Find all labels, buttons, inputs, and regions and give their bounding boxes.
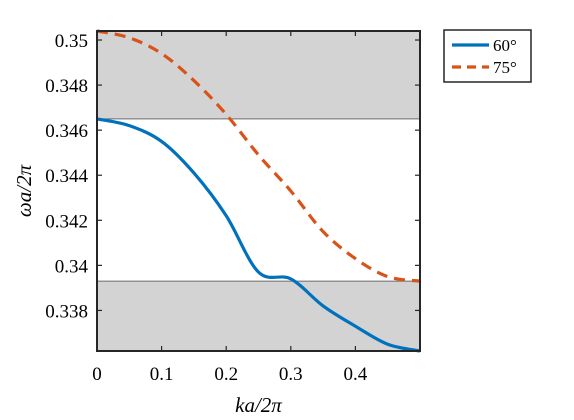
legend-box (443, 29, 532, 83)
series-line-1 (96, 29, 421, 283)
x-axis-ticks: 0 0.1 0.2 0.3 0.4 (92, 31, 368, 385)
x-tick-label: 0.4 (344, 364, 368, 385)
y-axis-label: ωa/2π (12, 164, 36, 217)
y-tick-label: 0.34 (55, 256, 89, 277)
legend-label: 60° (493, 36, 517, 55)
shaded-band-0 (96, 30, 421, 120)
y-tick-label: 0.344 (45, 166, 88, 187)
x-tick-label: 0.1 (150, 364, 174, 385)
y-tick-label: 0.342 (45, 211, 88, 232)
x-tick-label: 0.3 (279, 364, 303, 385)
y-tick-label: 0.348 (45, 76, 88, 97)
series-lines (96, 29, 421, 353)
x-tick-label: 0.2 (214, 364, 238, 385)
x-axis-label: ka/2π (235, 393, 282, 417)
plot-frame (96, 30, 421, 352)
legend: 60°75° (443, 29, 532, 83)
y-tick-label: 0.338 (45, 301, 88, 322)
y-tick-label: 0.346 (45, 121, 88, 142)
y-tick-label: 0.35 (55, 31, 88, 52)
y-axis-ticks: 0.338 0.34 0.342 0.344 0.346 0.348 0.35 (45, 31, 420, 322)
shaded-bands (96, 30, 421, 352)
shaded-band-1 (96, 280, 421, 352)
x-tick-label: 0 (92, 364, 102, 385)
series-line-0 (96, 117, 421, 353)
legend-label: 75° (493, 58, 517, 77)
